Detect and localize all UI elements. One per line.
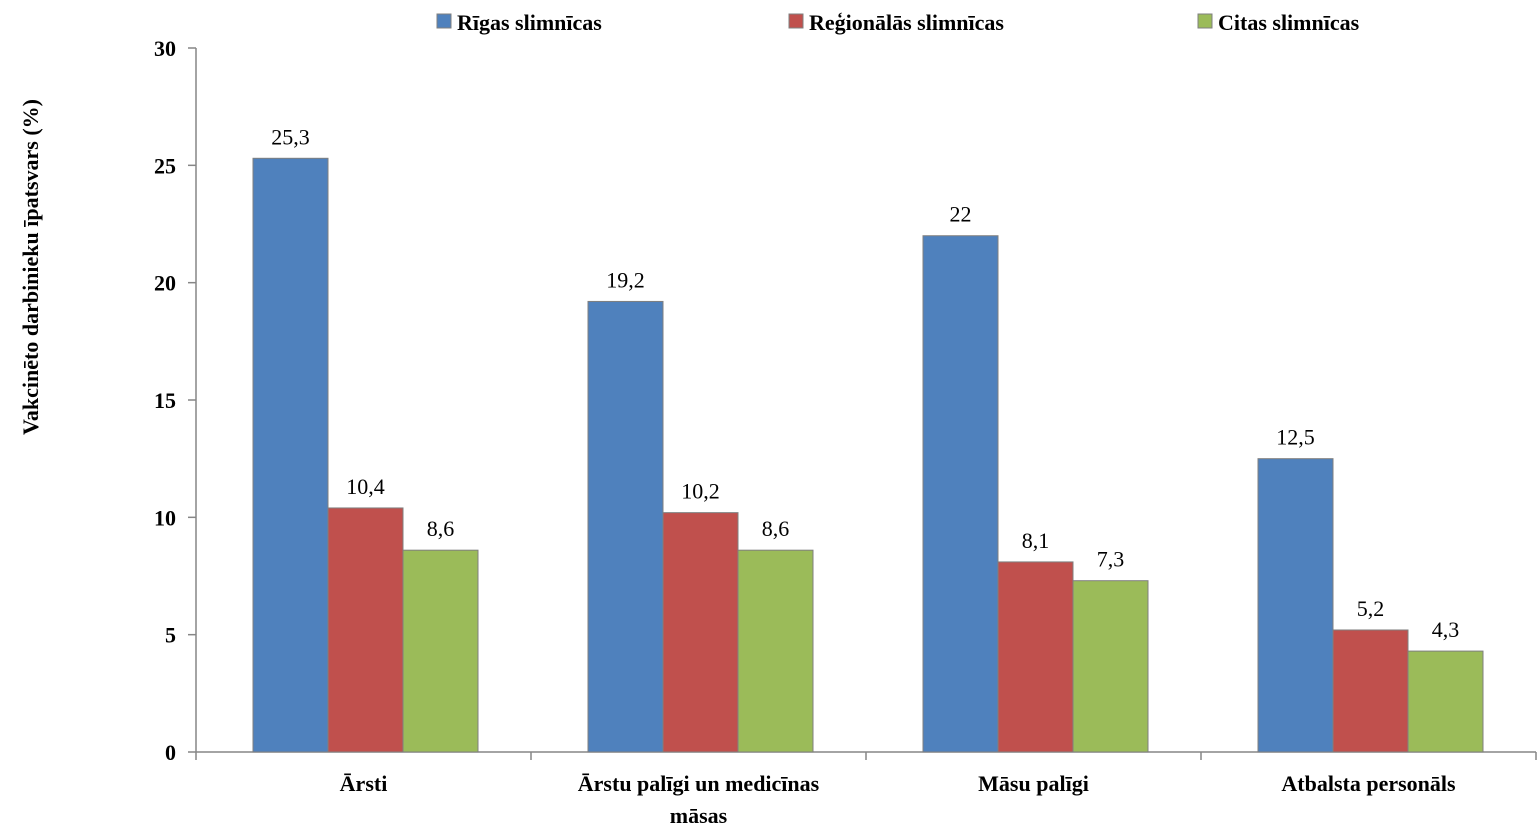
data-label: 8,1 <box>1022 528 1050 553</box>
y-axis-title: Vakcinēto darbinieku īpatsvars (%) <box>18 99 43 435</box>
y-tick-label: 0 <box>165 740 176 765</box>
data-label: 22 <box>950 202 972 227</box>
y-tick-label: 10 <box>154 505 176 530</box>
data-label: 8,6 <box>427 516 455 541</box>
data-label: 12,5 <box>1276 425 1315 450</box>
bar <box>1332 629 1409 753</box>
data-label: 5,2 <box>1357 596 1385 621</box>
category-labels: Ārsti Ārstu palīgi un medicīnas māsas Māsu … <box>340 771 1456 824</box>
legend-label: Rīgas slimnīcas <box>457 10 602 35</box>
bar <box>1072 580 1149 753</box>
y-tick-label: 30 <box>154 36 176 61</box>
category-label: Māsu palīgi <box>978 771 1089 796</box>
bar <box>327 507 404 753</box>
data-label: 19,2 <box>606 267 645 292</box>
category-label: Ārstu palīgi un medicīnas <box>578 771 820 796</box>
legend-swatch <box>1197 13 1213 29</box>
data-label: 8,6 <box>762 516 790 541</box>
data-label: 4,3 <box>1432 617 1460 642</box>
bar <box>1257 458 1334 753</box>
data-label: 25,3 <box>271 124 310 149</box>
bar <box>402 549 479 753</box>
legend-label: Reģionālās slimnīcas <box>809 10 1004 35</box>
y-tick-label: 5 <box>165 623 176 648</box>
y-tick-label: 15 <box>154 388 176 413</box>
y-axis: 0 5 10 15 20 25 30 <box>154 36 197 765</box>
category-label: Atbalsta personāls <box>1281 771 1456 796</box>
legend-swatch <box>788 13 804 29</box>
category-label: Ārsti <box>340 771 388 796</box>
legend-label: Citas slimnīcas <box>1218 10 1360 35</box>
data-label: 10,4 <box>346 474 385 499</box>
category-label: māsas <box>670 803 728 824</box>
data-label: 7,3 <box>1097 547 1125 572</box>
bar <box>1407 650 1484 753</box>
data-label: 10,2 <box>681 479 720 504</box>
bars <box>252 157 1484 753</box>
legend: Rīgas slimnīcas Reģionālās slimnīcas Citas… <box>436 10 1360 35</box>
bar <box>737 549 814 753</box>
bar <box>662 512 739 753</box>
x-axis <box>195 751 1537 760</box>
legend-swatch <box>436 13 452 29</box>
bar <box>997 561 1074 753</box>
y-tick-label: 20 <box>154 271 176 296</box>
bar <box>922 235 999 753</box>
bar <box>587 300 664 753</box>
data-labels: 25,3 19,2 22 12,5 10,4 10,2 8,1 5,2 8,6 8,6 7,3 4,3 <box>271 124 1459 642</box>
y-tick-label: 25 <box>154 153 176 178</box>
bar <box>252 157 329 753</box>
